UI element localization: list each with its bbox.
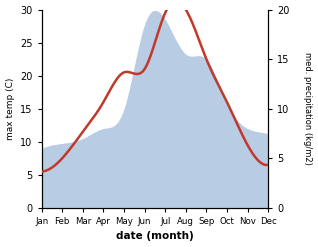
- Y-axis label: med. precipitation (kg/m2): med. precipitation (kg/m2): [303, 52, 313, 165]
- X-axis label: date (month): date (month): [116, 231, 194, 242]
- Y-axis label: max temp (C): max temp (C): [5, 78, 15, 140]
